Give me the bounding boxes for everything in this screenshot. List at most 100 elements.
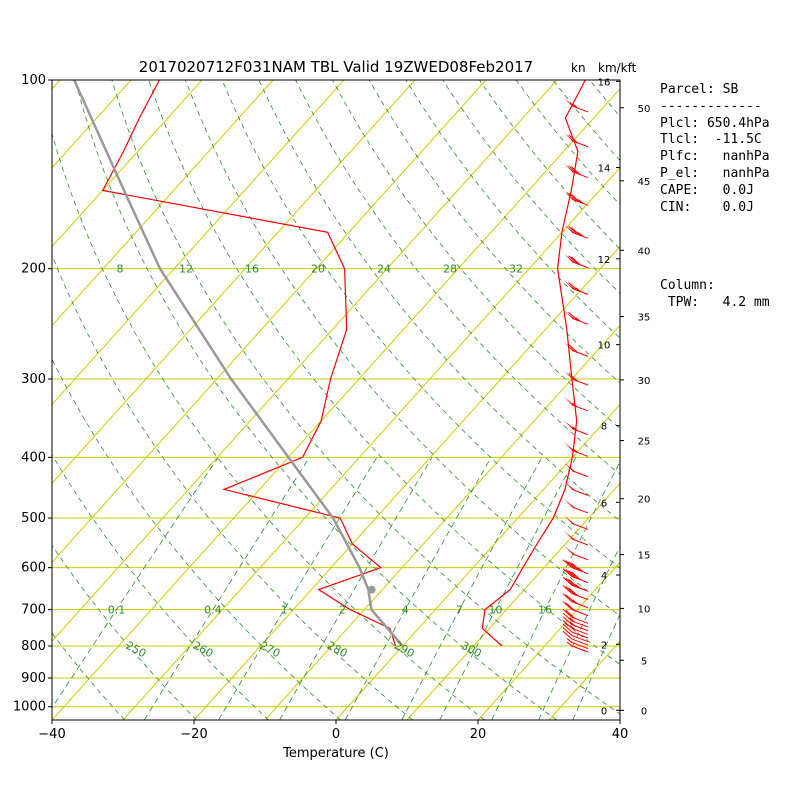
dry-adiabat-line <box>52 718 53 720</box>
wind-barb-half <box>577 567 584 573</box>
mixing-ratio-label: 8 <box>117 263 124 276</box>
wind-barb-full <box>571 562 581 572</box>
mixing-ratio-line <box>401 457 543 720</box>
wind-barb-full <box>562 623 573 633</box>
isotherm-line <box>52 80 61 90</box>
chart-title: 2017020712F031NAM TBL Valid 19ZWED08Feb2… <box>138 58 534 76</box>
mixing-ratio-label: 0.1 <box>108 604 126 617</box>
height-km-label: 0 <box>601 706 607 717</box>
wind-barb-full <box>565 609 576 619</box>
dry-adiabat-lines <box>52 80 800 720</box>
dry-adiabat-line <box>52 358 341 720</box>
pressure-tick-label: 200 <box>21 262 46 277</box>
mixing-ratio-line <box>279 457 433 720</box>
wind-barb-pennant <box>564 498 576 509</box>
wind-barb-full <box>562 585 573 594</box>
wind-barb-full <box>568 578 578 588</box>
wind-barb <box>564 97 589 113</box>
wind-barb-pennant <box>564 342 576 352</box>
isotherm-line <box>335 403 620 720</box>
mixing-ratio-label: 10 <box>489 604 503 617</box>
wind-barb-full <box>571 227 581 236</box>
wind-barb <box>564 515 589 530</box>
mixing-ratio-line <box>572 613 620 720</box>
pressure-tick-label: 800 <box>21 639 46 654</box>
isotherm-line <box>52 80 558 642</box>
wind-barb-half <box>577 199 584 204</box>
mixing-ratio-label: 0.4 <box>204 604 222 617</box>
wind-barb-full <box>562 630 573 640</box>
height-km-label: 8 <box>601 422 607 433</box>
dry-adiabat-line <box>221 80 620 569</box>
wind-barb-full <box>568 193 578 202</box>
mixing-ratio-line <box>491 460 620 720</box>
dry-adiabat-label: 290 <box>392 639 417 660</box>
wind-barb-half <box>575 287 581 292</box>
wind-barb <box>566 638 589 650</box>
dry-adiabat-line <box>185 80 620 617</box>
wind-barb-pennant <box>564 545 576 556</box>
dry-adiabat-line <box>258 80 620 522</box>
wind-barb <box>562 623 589 639</box>
wind-barb <box>564 310 589 325</box>
dry-adiabat-line <box>52 544 197 720</box>
mixing-ratio-line <box>52 457 219 709</box>
wind-barb-full <box>562 627 573 636</box>
dewpoint-line <box>101 80 397 647</box>
wind-barb-full <box>565 602 576 612</box>
height-kft-label: 40 <box>638 246 651 257</box>
wind-barb-full <box>571 571 581 581</box>
pressure-tick-label: 500 <box>21 511 46 526</box>
wind-barb-full <box>565 560 576 570</box>
mixing-ratio-label: 2 <box>339 604 346 617</box>
temperature-tick-label: 40 <box>612 727 629 742</box>
mixing-ratio-line <box>439 457 577 720</box>
wind-barb-full <box>562 593 573 603</box>
isotherm-line <box>193 245 620 720</box>
wind-barb-staff <box>571 645 589 653</box>
wind-barb-full <box>565 594 576 604</box>
wind-barb <box>564 342 589 357</box>
wind-barb <box>562 559 589 575</box>
wind-barb-pennant <box>564 481 576 491</box>
height-km-label: 6 <box>601 498 607 509</box>
dry-adiabat-line <box>552 80 620 162</box>
pressure-tick-label: 700 <box>21 603 46 618</box>
wind-barb-pennant <box>564 515 576 525</box>
x-axis-label: Temperature (C) <box>282 746 389 761</box>
dry-adiabat-line <box>515 80 620 206</box>
wind-barb-full <box>568 561 578 571</box>
wind-barb <box>564 132 589 148</box>
wind-barb <box>564 163 589 179</box>
height-kft-label: 15 <box>638 551 651 562</box>
dry-adiabat-label: 260 <box>191 639 216 660</box>
height-kft-label: 5 <box>641 656 647 667</box>
wind-barb-pennant <box>564 191 576 201</box>
parcel-info: Parcel: SB ------------- Plcl: 650.4hPa … <box>660 82 770 215</box>
pressure-tick-label: 300 <box>21 372 46 387</box>
wind-barb <box>566 641 589 653</box>
wind-barb-half <box>575 584 581 589</box>
isotherm-line <box>477 561 620 720</box>
wind-barb-half <box>577 232 584 237</box>
parcel-line <box>73 80 404 647</box>
dry-adiabat-line <box>626 80 800 720</box>
isotherm-line <box>52 80 487 563</box>
wind-barb-full <box>568 570 578 580</box>
height-kft-label: 50 <box>638 104 651 115</box>
isotherm-line <box>52 80 345 406</box>
temperature-tick-label: 20 <box>470 727 487 742</box>
dry-adiabat-line <box>74 80 557 720</box>
height-kft-label: 35 <box>638 313 651 324</box>
wind-barb-half <box>572 402 578 408</box>
wind-barb-staff <box>571 522 589 530</box>
isotherm-line <box>264 324 620 720</box>
height-kft-label: 0 <box>641 706 647 717</box>
dry-adiabat-line <box>589 80 620 117</box>
mixing-ratio-label: 28 <box>443 263 457 276</box>
pressure-tick-label: 900 <box>21 671 46 686</box>
wind-barb-half <box>572 448 578 453</box>
mixing-ratio-label: 1 <box>281 604 288 617</box>
